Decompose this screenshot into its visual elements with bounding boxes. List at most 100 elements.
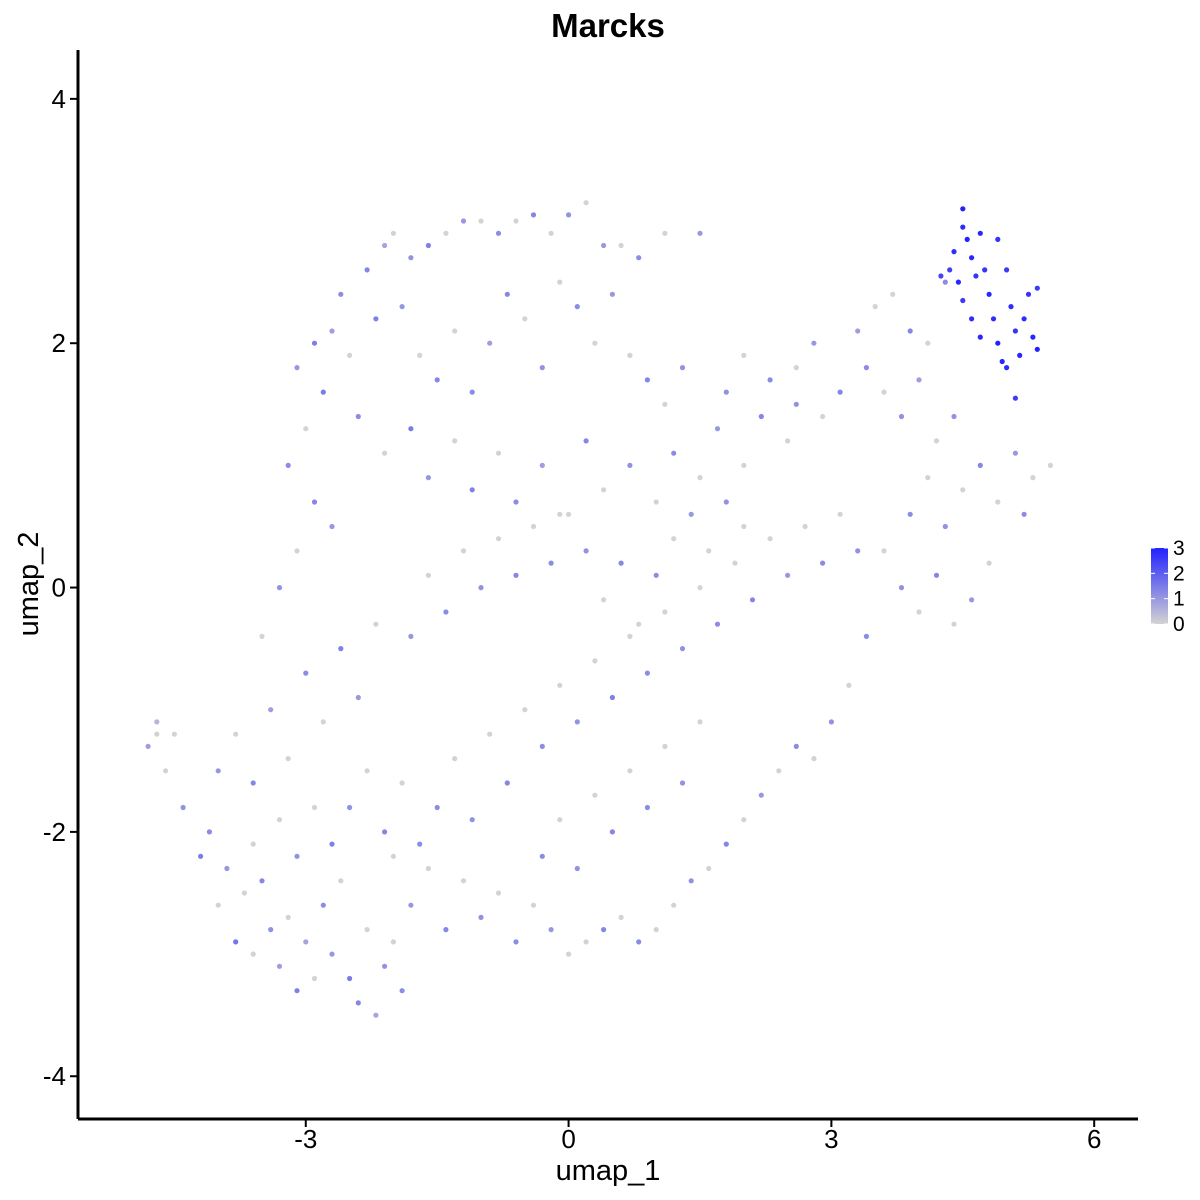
data-point xyxy=(767,536,773,542)
data-point xyxy=(995,499,1001,505)
data-point xyxy=(820,413,826,420)
data-point xyxy=(881,389,887,395)
data-point xyxy=(907,328,913,334)
data-point xyxy=(662,401,668,407)
data-point xyxy=(601,597,607,603)
data-point xyxy=(986,560,992,566)
data-point xyxy=(539,853,545,859)
data-point xyxy=(999,358,1005,365)
data-point xyxy=(434,804,440,811)
data-point xyxy=(574,719,580,725)
x-tick-label: -3 xyxy=(294,1124,317,1154)
data-point xyxy=(311,975,318,982)
data-point xyxy=(320,719,326,725)
data-point xyxy=(294,988,300,994)
chart-title: Marcks xyxy=(551,7,665,44)
data-point xyxy=(644,377,651,383)
data-point xyxy=(881,548,887,554)
data-point xyxy=(609,291,616,297)
data-point xyxy=(688,878,694,884)
data-point xyxy=(706,548,712,554)
data-point xyxy=(679,646,686,652)
data-point xyxy=(163,768,169,774)
data-point xyxy=(320,902,326,908)
data-point xyxy=(452,756,458,762)
data-point xyxy=(741,462,747,468)
data-point xyxy=(951,413,957,420)
data-point xyxy=(741,523,747,530)
data-point xyxy=(1004,365,1010,371)
data-point xyxy=(206,829,212,835)
data-point xyxy=(452,438,458,444)
data-point xyxy=(347,352,353,358)
data-point xyxy=(364,927,370,933)
data-point xyxy=(329,951,335,957)
data-point xyxy=(925,340,931,346)
data-point xyxy=(539,365,545,371)
data-point xyxy=(355,694,361,701)
data-point xyxy=(732,560,738,566)
data-point xyxy=(644,670,651,676)
data-point xyxy=(938,273,944,279)
data-point xyxy=(960,206,966,212)
data-point xyxy=(1017,352,1023,358)
y-tick-label: 4 xyxy=(52,84,66,114)
data-point xyxy=(1012,328,1019,334)
data-point xyxy=(373,621,379,627)
data-point xyxy=(215,902,221,908)
data-point xyxy=(241,890,247,896)
data-point xyxy=(513,939,519,945)
data-point xyxy=(767,377,773,383)
data-point xyxy=(1030,475,1036,481)
data-point xyxy=(522,707,528,713)
data-point xyxy=(548,927,554,933)
data-point xyxy=(548,230,554,236)
data-point xyxy=(408,426,414,432)
data-point xyxy=(662,230,668,236)
data-point xyxy=(697,475,703,481)
data-point xyxy=(425,572,431,578)
data-point xyxy=(618,560,624,566)
data-point xyxy=(1034,285,1040,291)
data-point xyxy=(154,719,160,725)
data-point xyxy=(679,365,686,371)
data-point xyxy=(916,609,922,615)
data-point xyxy=(382,963,388,969)
data-point xyxy=(995,236,1001,242)
data-point xyxy=(408,902,414,908)
data-point xyxy=(259,633,265,640)
data-point xyxy=(557,682,563,688)
data-point xyxy=(460,878,467,884)
data-point xyxy=(907,511,913,517)
data-point xyxy=(145,743,151,750)
data-point xyxy=(969,597,975,603)
data-point xyxy=(338,878,344,884)
data-point xyxy=(434,377,440,383)
data-point xyxy=(955,279,962,285)
data-point xyxy=(443,927,449,933)
y-tick-label: -2 xyxy=(43,817,66,847)
data-point xyxy=(373,316,379,322)
data-point xyxy=(276,963,283,969)
data-point xyxy=(592,340,598,346)
x-ticks: -3 0 3 6 xyxy=(294,1119,1101,1154)
data-point xyxy=(390,853,396,859)
data-point xyxy=(1012,450,1019,456)
data-point xyxy=(793,401,799,407)
data-point xyxy=(697,585,703,591)
data-point xyxy=(495,890,502,896)
data-point xyxy=(714,621,721,627)
data-point xyxy=(399,780,405,786)
data-point xyxy=(1034,346,1040,352)
data-point xyxy=(408,633,414,640)
data-point xyxy=(355,413,361,420)
data-point xyxy=(513,218,519,224)
data-point xyxy=(723,841,729,847)
y-tick-label: -4 xyxy=(43,1061,66,1091)
data-point xyxy=(609,829,616,835)
data-point xyxy=(855,548,861,554)
data-point xyxy=(180,804,186,811)
data-point xyxy=(977,462,983,468)
data-point xyxy=(382,242,388,249)
